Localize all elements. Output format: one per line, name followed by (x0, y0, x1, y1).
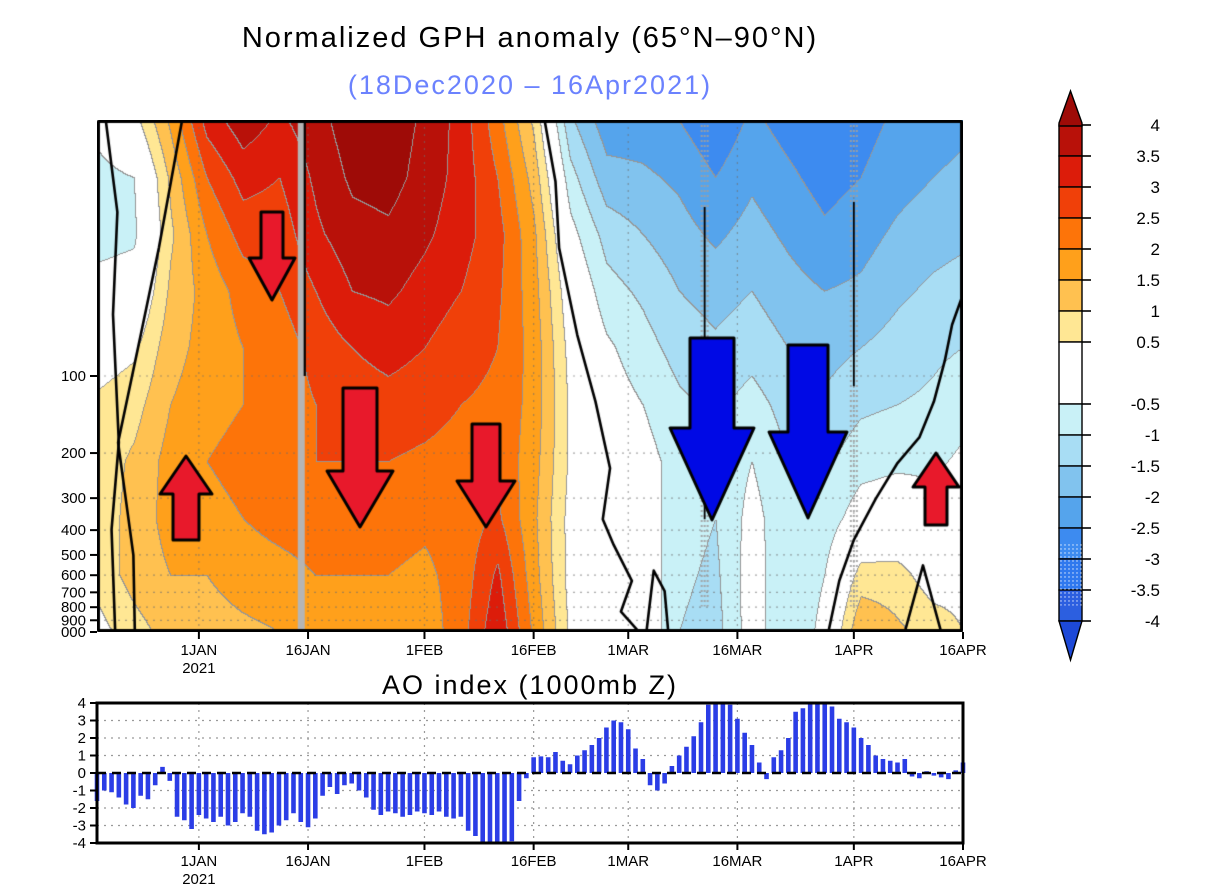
svg-text:1MAR: 1MAR (607, 853, 649, 870)
svg-text:4: 4 (1151, 116, 1160, 135)
svg-text:1JAN: 1JAN (181, 642, 218, 659)
svg-text:400: 400 (61, 522, 86, 539)
svg-text:2021: 2021 (182, 660, 215, 677)
svg-text:2: 2 (1151, 240, 1160, 259)
svg-text:16FEB: 16FEB (511, 642, 557, 659)
svg-text:16JAN: 16JAN (286, 642, 331, 659)
svg-text:300: 300 (61, 490, 86, 507)
svg-text:-1.5: -1.5 (1131, 457, 1160, 476)
main-title: Normalized GPH anomaly (65°N–90°N) (241, 22, 819, 54)
svg-text:-2: -2 (73, 800, 86, 817)
svg-text:1: 1 (1151, 302, 1160, 321)
svg-text:16APR: 16APR (939, 853, 987, 870)
svg-text:16FEB: 16FEB (511, 853, 557, 870)
svg-text:3: 3 (78, 713, 86, 730)
svg-text:1MAR: 1MAR (607, 642, 649, 659)
svg-text:3: 3 (1151, 178, 1160, 197)
svg-text:-3: -3 (1145, 550, 1160, 569)
ao-bars (94, 703, 966, 843)
svg-text:16MAR: 16MAR (712, 642, 762, 659)
svg-text:1JAN: 1JAN (181, 853, 218, 870)
svg-text:900: 900 (61, 612, 86, 629)
svg-text:-1: -1 (73, 783, 86, 800)
svg-text:-1: -1 (1145, 426, 1160, 445)
svg-text:0.5: 0.5 (1136, 333, 1160, 352)
svg-text:3.5: 3.5 (1136, 147, 1160, 166)
svg-text:800: 800 (61, 599, 86, 616)
svg-text:-3: -3 (73, 818, 86, 835)
svg-text:-4: -4 (73, 835, 86, 852)
svg-text:4: 4 (78, 695, 86, 712)
svg-text:-4: -4 (1145, 612, 1160, 631)
main-subtitle: (18Dec2020 – 16Apr2021) (347, 70, 713, 100)
svg-text:-2: -2 (1145, 488, 1160, 507)
svg-text:700: 700 (61, 584, 86, 601)
svg-text:1: 1 (78, 748, 86, 765)
svg-text:-0.5: -0.5 (1131, 395, 1160, 414)
svg-text:0: 0 (78, 765, 86, 782)
svg-text:2.5: 2.5 (1136, 209, 1160, 228)
svg-text:1FEB: 1FEB (406, 642, 444, 659)
svg-text:1.5: 1.5 (1136, 271, 1160, 290)
svg-text:1APR: 1APR (834, 642, 873, 659)
svg-text:-2.5: -2.5 (1131, 519, 1160, 538)
svg-text:2021: 2021 (182, 871, 215, 888)
svg-text:600: 600 (61, 567, 86, 584)
svg-text:200: 200 (61, 445, 86, 462)
ao-title: AO index (1000mb Z) (381, 670, 679, 700)
colorbar: 4 3.5 3 2.5 2 1.5 1 0.5 -0.5 -1 -1.5 -2 -2.5 -3 -3.5 -4 (1058, 88, 1160, 663)
svg-text:16MAR: 16MAR (712, 853, 762, 870)
svg-text:000: 000 (61, 624, 86, 641)
gph-contour-canvas (97, 120, 963, 632)
svg-text:500: 500 (61, 547, 86, 564)
svg-text:1APR: 1APR (834, 853, 873, 870)
svg-text:16APR: 16APR (939, 642, 987, 659)
svg-text:2: 2 (78, 730, 86, 747)
svg-text:1FEB: 1FEB (406, 853, 444, 870)
svg-text:100: 100 (61, 368, 86, 385)
svg-text:16JAN: 16JAN (286, 853, 331, 870)
svg-text:-3.5: -3.5 (1131, 581, 1160, 600)
